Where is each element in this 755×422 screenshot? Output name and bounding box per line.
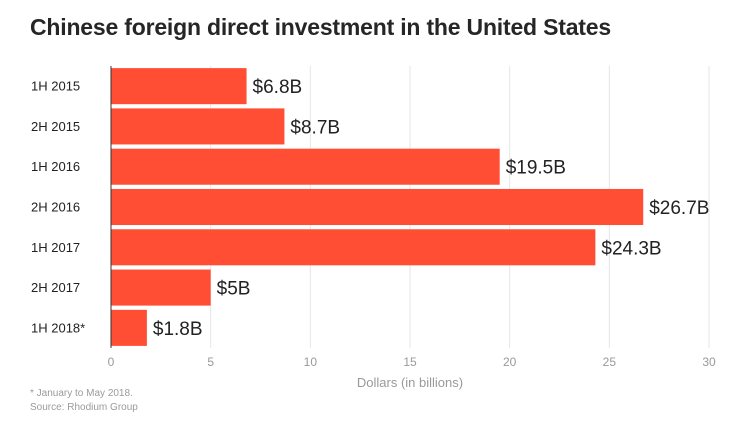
category-label: 1H 2015 — [31, 79, 80, 94]
footnote: * January to May 2018. — [30, 388, 133, 399]
x-tick-label: 0 — [108, 355, 115, 369]
category-label: 1H 2018* — [31, 320, 85, 335]
category-label: 2H 2015 — [31, 119, 80, 134]
data-label: $1.8B — [153, 319, 203, 340]
bar — [111, 188, 644, 226]
bar — [111, 309, 147, 346]
data-label: $26.7B — [649, 198, 709, 219]
x-tick-label: 30 — [702, 355, 716, 369]
x-tick-label: 5 — [207, 355, 214, 369]
x-tick-label: 10 — [304, 355, 318, 369]
bar — [111, 108, 285, 145]
x-tick-label: 15 — [403, 355, 417, 369]
data-label: $24.3B — [601, 238, 661, 259]
bar — [111, 269, 211, 306]
category-label: 2H 2017 — [31, 280, 80, 295]
x-axis-title: Dollars (in billions) — [357, 375, 463, 390]
data-label: $5B — [217, 279, 251, 300]
data-label: $19.5B — [506, 158, 566, 179]
chart-title: Chinese foreign direct investment in the… — [30, 14, 611, 40]
bar — [111, 148, 500, 185]
bar — [111, 68, 247, 105]
data-label: $8.7B — [290, 117, 340, 138]
category-label: 2H 2016 — [31, 200, 80, 215]
category-label: 1H 2017 — [31, 240, 80, 255]
x-tick-label: 25 — [603, 355, 617, 369]
source-note: Source: Rhodium Group — [30, 402, 138, 413]
bar — [111, 229, 596, 266]
x-tick-label: 20 — [503, 355, 517, 369]
data-label: $6.8B — [253, 77, 303, 98]
category-label: 1H 2016 — [31, 159, 80, 174]
